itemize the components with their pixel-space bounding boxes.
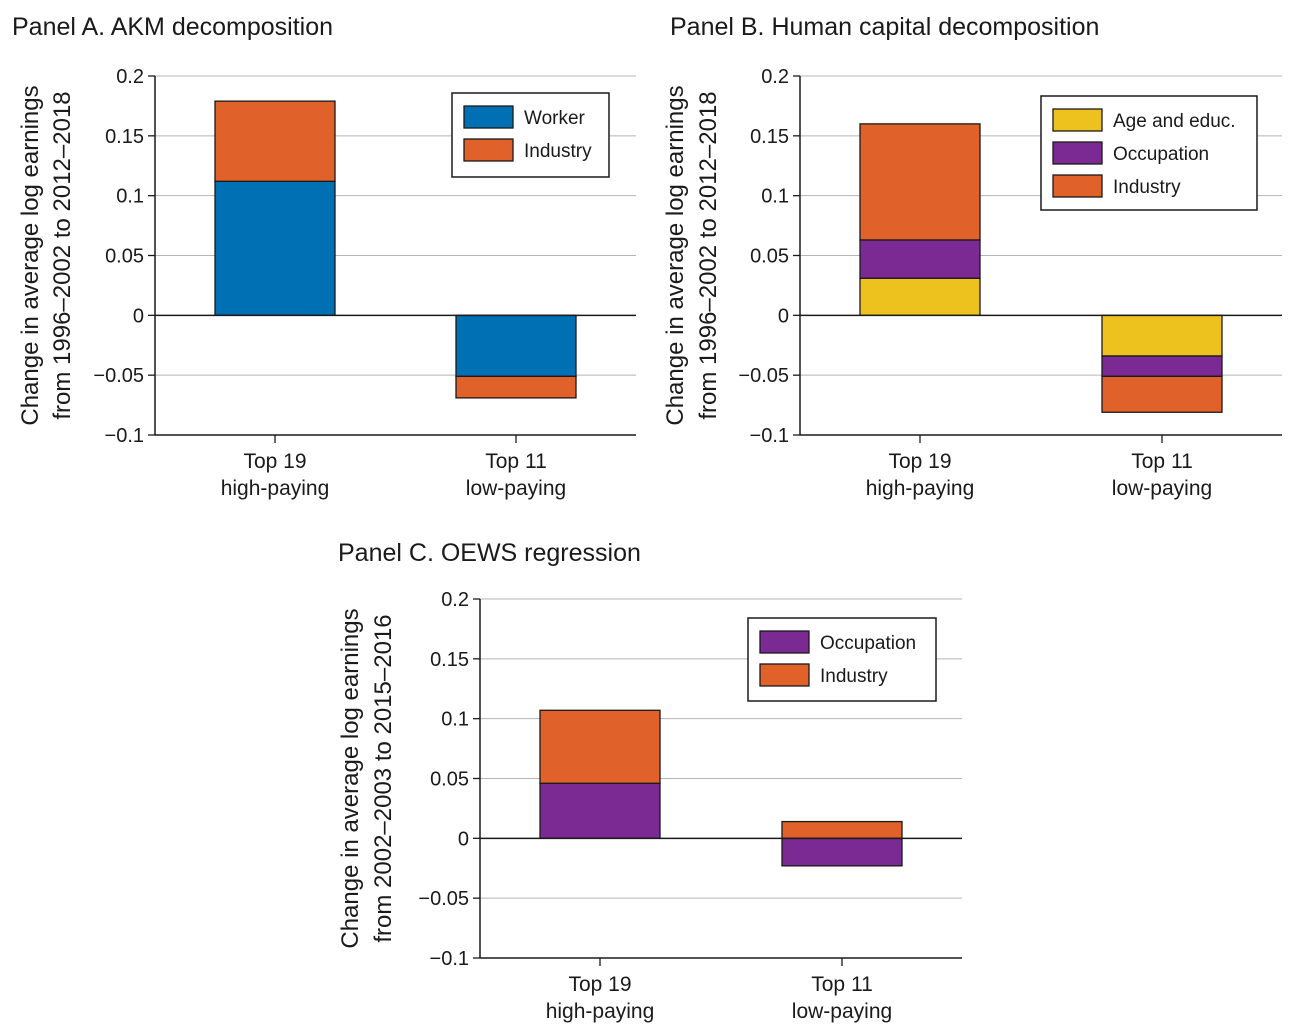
y-tick-label: 0 xyxy=(133,305,144,327)
legend-label: Occupation xyxy=(1113,144,1209,165)
y-tick-label: −0.1 xyxy=(750,425,789,447)
panel-a: Panel A. AKM decomposition Change in aver… xyxy=(12,13,636,500)
x-tick-label: Top 11 xyxy=(485,450,547,473)
y-tick-label: 0.1 xyxy=(441,709,469,731)
bar-worker xyxy=(455,314,577,378)
y-tick-label: 0.1 xyxy=(116,186,144,208)
bar-industry xyxy=(1101,375,1223,413)
legend-label: Industry xyxy=(1113,177,1181,198)
y-tick-label: 0.05 xyxy=(430,769,469,791)
x-tick-label: low-paying xyxy=(1112,477,1212,500)
bar-industry xyxy=(539,709,661,784)
bar-industry xyxy=(859,123,981,241)
x-tick-label: high-paying xyxy=(221,477,330,500)
legend-label: Industry xyxy=(524,141,592,162)
legend-swatch xyxy=(463,105,514,129)
y-tick-label: 0.15 xyxy=(430,649,469,671)
y-axis-label: from 1996–2002 to 2012–2018 xyxy=(695,91,722,419)
x-tick-label: high-paying xyxy=(546,1000,655,1023)
y-tick-label: 0.05 xyxy=(750,246,789,268)
panel-c: Panel C. OEWS regression Change in averag… xyxy=(337,539,962,1023)
bar-age-and-educ xyxy=(859,277,981,316)
legend-swatch xyxy=(1052,141,1103,165)
y-tick-label: 0.15 xyxy=(750,126,789,148)
x-tick-label: low-paying xyxy=(792,1000,892,1023)
y-tick-label: −0.1 xyxy=(105,425,144,447)
panel-title: Panel A. AKM decomposition xyxy=(12,13,333,41)
x-tick-label: Top 19 xyxy=(888,450,951,473)
y-axis-label: Change in average log earnings xyxy=(337,608,364,948)
bar-worker xyxy=(214,180,336,316)
bar-industry xyxy=(214,100,336,182)
panel-b: Panel B. Human capital decomposition Chan… xyxy=(662,13,1282,500)
bar-occupation xyxy=(539,782,661,839)
panel-title: Panel C. OEWS regression xyxy=(338,539,641,567)
legend-label: Occupation xyxy=(820,633,916,654)
y-tick-label: 0.2 xyxy=(441,589,469,611)
x-tick-label: Top 11 xyxy=(1131,450,1193,473)
y-tick-label: 0.2 xyxy=(761,66,789,88)
y-tick-label: −0.1 xyxy=(430,948,469,970)
bar-occupation xyxy=(781,837,903,867)
legend-swatch xyxy=(1052,174,1103,198)
x-tick-label: low-paying xyxy=(466,477,566,500)
legend-label: Age and educ. xyxy=(1113,111,1236,132)
y-axis-label: from 1996–2002 to 2012–2018 xyxy=(49,91,76,419)
y-axis-label: from 2002–2003 to 2015–2016 xyxy=(370,614,397,942)
legend-swatch xyxy=(759,663,810,687)
bar-occupation xyxy=(859,239,981,279)
y-tick-label: 0.15 xyxy=(105,126,144,148)
y-tick-label: −0.05 xyxy=(93,365,144,387)
x-tick-label: Top 19 xyxy=(243,450,306,473)
y-axis-label: Change in average log earnings xyxy=(17,85,44,425)
bar-industry xyxy=(781,820,903,839)
x-tick-label: Top 11 xyxy=(811,973,873,996)
legend-label: Industry xyxy=(820,666,888,687)
y-tick-label: 0.2 xyxy=(116,66,144,88)
panel-title: Panel B. Human capital decomposition xyxy=(670,13,1099,41)
legend: Age and educ. Occupation Industry xyxy=(1040,95,1258,211)
y-tick-label: −0.05 xyxy=(418,888,469,910)
bar-occupation xyxy=(1101,355,1223,378)
legend-box xyxy=(451,92,610,178)
legend: Worker Industry xyxy=(451,92,610,178)
legend-swatch xyxy=(463,138,514,162)
legend-swatch xyxy=(759,630,810,654)
bar-age-and-educ xyxy=(1101,314,1223,357)
legend: Occupation Industry xyxy=(747,617,937,702)
y-tick-label: 0.1 xyxy=(761,186,789,208)
legend-label: Worker xyxy=(524,108,586,129)
x-tick-label: high-paying xyxy=(866,477,975,500)
y-tick-label: 0.05 xyxy=(105,246,144,268)
bar-industry xyxy=(455,375,577,399)
x-tick-label: Top 19 xyxy=(568,973,631,996)
y-tick-label: 0 xyxy=(778,305,789,327)
y-tick-label: −0.05 xyxy=(738,365,789,387)
y-axis-label: Change in average log earnings xyxy=(662,85,689,425)
y-tick-label: 0 xyxy=(458,828,469,850)
legend-swatch xyxy=(1052,108,1103,132)
